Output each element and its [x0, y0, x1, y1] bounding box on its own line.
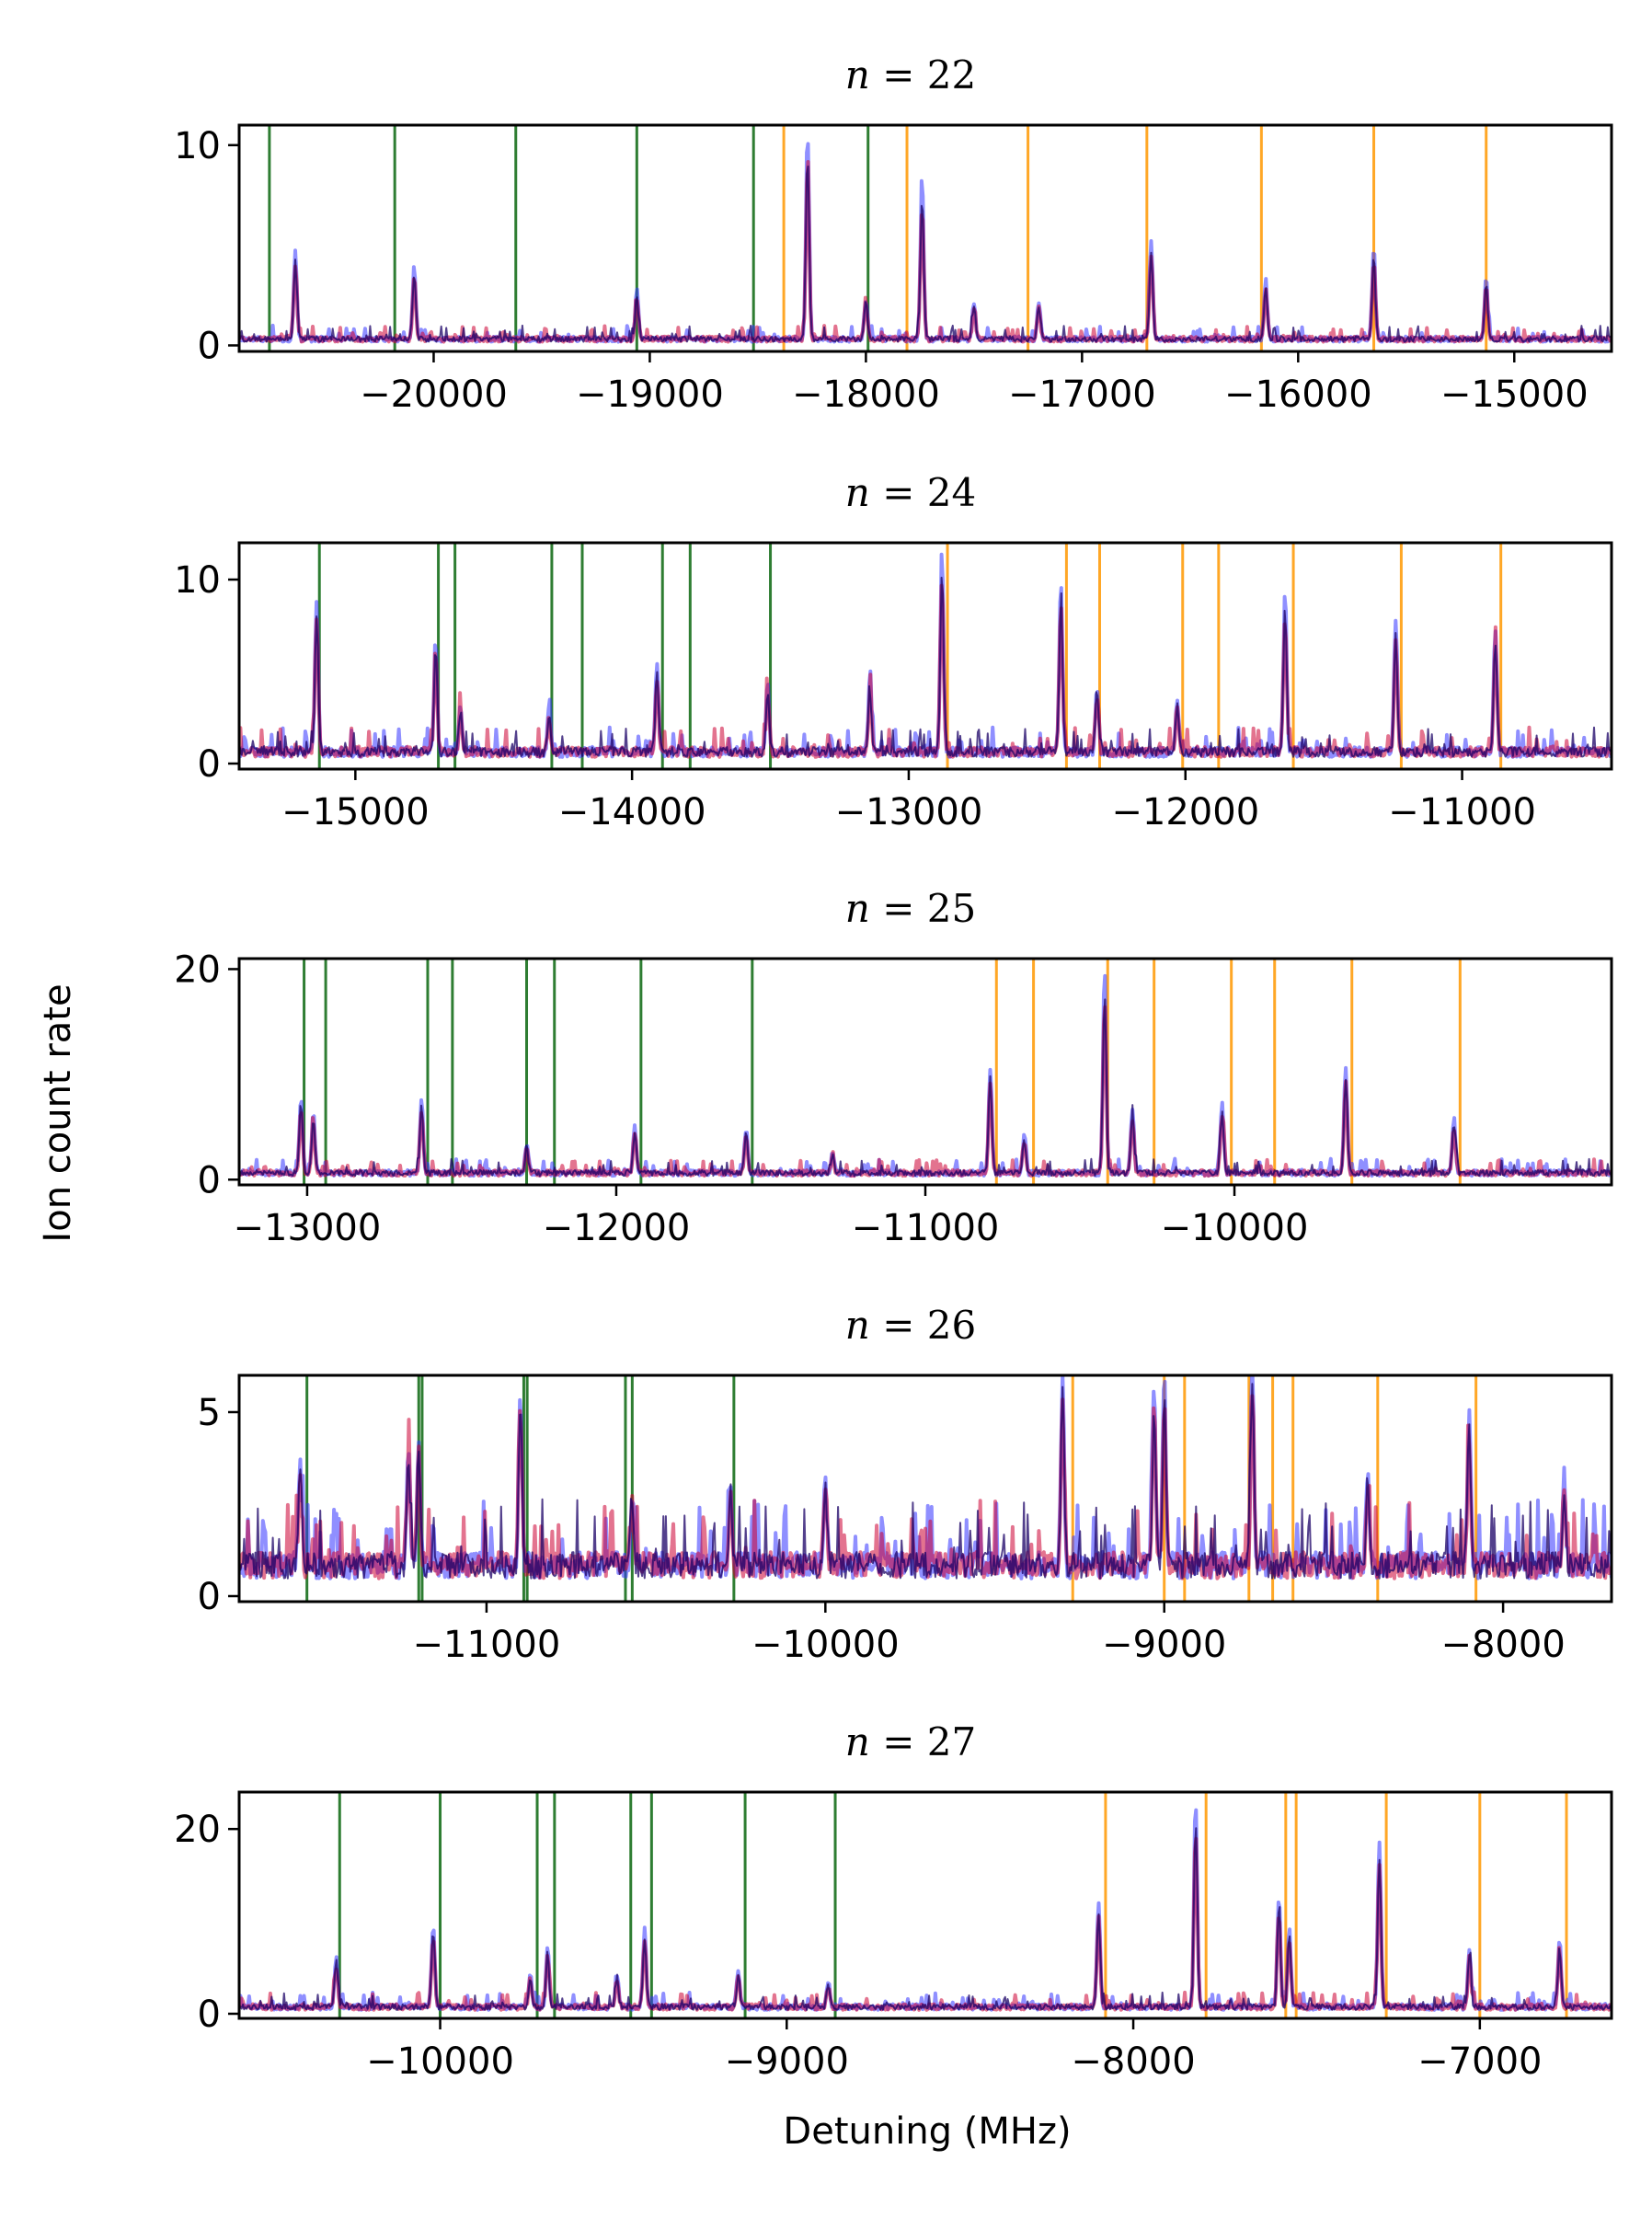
- x-tick-label: −14000: [558, 791, 706, 833]
- panel-title-symbol: n: [845, 470, 870, 515]
- trace-blue: [239, 973, 1612, 1178]
- panel-n24: −15000 −14000 −13000 −12000 −11000 0 10 n = 24: [174, 470, 1613, 833]
- panel-title-symbol: n: [845, 52, 870, 98]
- x-tick-label: −15000: [281, 791, 430, 833]
- x-tick-label: −17000: [1008, 373, 1156, 416]
- plot-area: [239, 1792, 1612, 2018]
- plot-area: [239, 959, 1612, 1185]
- x-tick-label: −18000: [792, 373, 940, 416]
- x-tick-label: −12000: [1111, 791, 1259, 833]
- x-tick-label: −12000: [543, 1207, 691, 1249]
- x-tick-label: −10000: [1161, 1207, 1309, 1249]
- panel-title: n = 26: [845, 1303, 976, 1348]
- axes-frame: [237, 1790, 1613, 2020]
- y-tick-label: 0: [198, 1994, 221, 2036]
- plot-area: [239, 125, 1612, 351]
- y-tick-label: 0: [198, 1159, 221, 1201]
- trace-blue: [239, 1808, 1612, 2012]
- trace-red: [239, 1005, 1612, 1178]
- y-tick-label: 10: [174, 125, 221, 167]
- panel-title-value: = 27: [870, 1719, 976, 1764]
- x-tick-label: −15000: [1440, 373, 1589, 416]
- trace-blue: [239, 552, 1612, 759]
- x-tick-label: −16000: [1224, 373, 1372, 416]
- y-axis-label: Ion count rate: [37, 983, 79, 1242]
- x-tick-label: −8000: [1071, 2040, 1195, 2083]
- panel-n26: −11000 −10000 −9000 −8000 0 5 n = 26: [198, 1303, 1613, 1666]
- y-tick-label: 0: [198, 325, 221, 367]
- trace-dark: [239, 1383, 1612, 1580]
- panel-n22: −20000 −19000 −18000 −17000 −16000 −15000 0 10 n…: [174, 52, 1613, 416]
- panel-title: n = 24: [845, 470, 976, 515]
- trace-dark: [239, 576, 1612, 758]
- x-tick-label: −13000: [234, 1207, 382, 1249]
- y-tick-label: 20: [174, 948, 221, 991]
- x-tick-label: −11000: [1388, 791, 1536, 833]
- panel-title: n = 22: [845, 52, 976, 98]
- trace-dark: [239, 165, 1612, 343]
- panel-title-symbol: n: [845, 1719, 870, 1764]
- x-axis-label: Detuning (MHz): [783, 2110, 1071, 2153]
- x-tick-label: −10000: [366, 2040, 514, 2083]
- panel-title-value: = 22: [870, 52, 976, 98]
- x-tick-label: −9000: [725, 2040, 849, 2083]
- axes-frame: [237, 1373, 1613, 1603]
- y-tick-label: 5: [198, 1392, 221, 1434]
- panel-title-symbol: n: [845, 1303, 870, 1348]
- x-tick-label: −11000: [852, 1207, 1000, 1249]
- trace-red: [239, 1394, 1612, 1580]
- panels: −20000 −19000 −18000 −17000 −16000 −15000 0 10 n…: [174, 52, 1613, 2083]
- x-tick-label: −11000: [413, 1624, 561, 1666]
- x-tick-label: −20000: [360, 373, 508, 416]
- y-tick-label: 0: [198, 1576, 221, 1618]
- plot-area: [239, 1375, 1612, 1602]
- panel-title-value: = 26: [870, 1303, 976, 1348]
- panel-n25: −13000 −12000 −11000 −10000 0 20 n = 25: [174, 886, 1613, 1249]
- x-tick-label: −9000: [1102, 1624, 1226, 1666]
- x-tick-label: −19000: [576, 373, 724, 416]
- panel-n27: −10000 −9000 −8000 −7000 0 20 n = 27: [174, 1719, 1613, 2083]
- trace-dark: [239, 998, 1612, 1178]
- panel-title: n = 25: [845, 886, 976, 931]
- x-tick-label: −7000: [1417, 2040, 1542, 2083]
- axes-frame: [237, 541, 1613, 771]
- x-tick-label: −13000: [835, 791, 983, 833]
- panel-title-symbol: n: [845, 886, 870, 931]
- axes-frame: [237, 123, 1613, 353]
- plot-area: [239, 543, 1612, 769]
- x-tick-label: −10000: [751, 1624, 900, 1666]
- panel-title: n = 27: [845, 1719, 976, 1764]
- x-tick-label: −8000: [1440, 1624, 1565, 1666]
- panel-title-value: = 24: [870, 470, 976, 515]
- panel-title-value: = 25: [870, 886, 976, 931]
- trace-dark: [239, 1827, 1612, 2011]
- y-tick-label: 10: [174, 559, 221, 602]
- y-tick-label: 0: [198, 743, 221, 786]
- trace-red: [239, 583, 1612, 759]
- axes-frame: [237, 957, 1613, 1187]
- y-tick-label: 20: [174, 1809, 221, 1851]
- trace-red: [239, 1836, 1612, 2012]
